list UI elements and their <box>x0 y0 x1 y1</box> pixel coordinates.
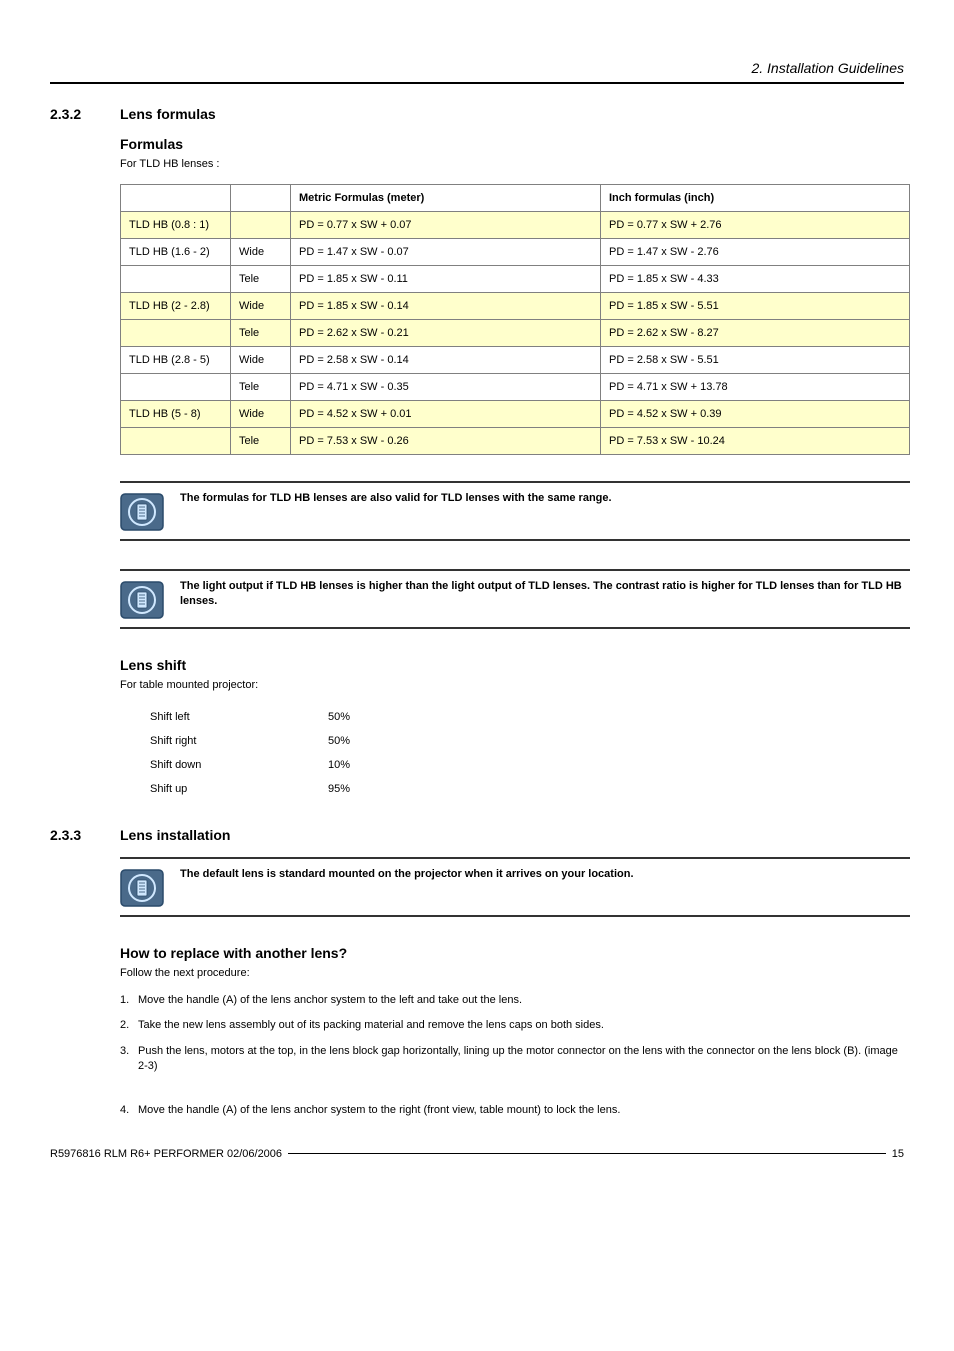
cell-metric: PD = 1.85 x SW - 0.11 <box>291 266 601 293</box>
cell-inch: PD = 7.53 x SW - 10.24 <box>601 428 910 455</box>
note-icon <box>120 869 164 907</box>
chapter-header: 2. Installation Guidelines <box>50 60 904 84</box>
table-row: TelePD = 1.85 x SW - 0.11PD = 1.85 x SW … <box>121 266 910 293</box>
cell-mode: Wide <box>231 401 291 428</box>
cell-lens <box>121 266 231 293</box>
cell-inch: PD = 1.85 x SW - 5.51 <box>601 293 910 320</box>
cell-mode <box>231 212 291 239</box>
footer-doc-id: R5976816 RLM R6+ PERFORMER 02/06/2006 <box>50 1148 288 1160</box>
cell-metric: PD = 2.58 x SW - 0.14 <box>291 347 601 374</box>
cell-metric: PD = 4.52 x SW + 0.01 <box>291 401 601 428</box>
cell-lens: TLD HB (0.8 : 1) <box>121 212 231 239</box>
cell-lens: TLD HB (2.8 - 5) <box>121 347 231 374</box>
shift-row: Shift left50% <box>140 705 360 729</box>
th-metric: Metric Formulas (meter) <box>291 185 601 212</box>
cell-mode: Wide <box>231 239 291 266</box>
shift-row: Shift down10% <box>140 753 360 777</box>
footer-page-number: 15 <box>886 1148 904 1160</box>
cell-metric: PD = 7.53 x SW - 0.26 <box>291 428 601 455</box>
cell-mode: Wide <box>231 347 291 374</box>
table-row: TLD HB (2.8 - 5)WidePD = 2.58 x SW - 0.1… <box>121 347 910 374</box>
cell-metric: PD = 0.77 x SW + 0.07 <box>291 212 601 239</box>
cell-inch: PD = 4.52 x SW + 0.39 <box>601 401 910 428</box>
cell-mode: Wide <box>231 293 291 320</box>
table-row: TLD HB (2 - 2.8)WidePD = 1.85 x SW - 0.1… <box>121 293 910 320</box>
cell-inch: PD = 4.71 x SW + 13.78 <box>601 374 910 401</box>
th-mode <box>231 185 291 212</box>
cell-lens <box>121 320 231 347</box>
cell-inch: PD = 0.77 x SW + 2.76 <box>601 212 910 239</box>
note-2-text: The light output if TLD HB lenses is hig… <box>180 579 910 610</box>
cell-mode: Tele <box>231 428 291 455</box>
th-inch: Inch formulas (inch) <box>601 185 910 212</box>
page-footer: R5976816 RLM R6+ PERFORMER 02/06/2006 15 <box>50 1148 904 1160</box>
table-row: TLD HB (0.8 : 1) PD = 0.77 x SW + 0.07PD … <box>121 212 910 239</box>
table-row: TelePD = 4.71 x SW - 0.35PD = 4.71 x SW … <box>121 374 910 401</box>
cell-mode: Tele <box>231 374 291 401</box>
shift-value: 50% <box>300 705 360 729</box>
shift-value: 95% <box>300 777 360 801</box>
th-lens <box>121 185 231 212</box>
cell-metric: PD = 2.62 x SW - 0.21 <box>291 320 601 347</box>
note-1-text: The formulas for TLD HB lenses are also … <box>180 491 910 506</box>
formulas-table: Metric Formulas (meter) Inch formulas (i… <box>120 184 910 455</box>
shift-label: Shift right <box>140 729 300 753</box>
footer-rule <box>288 1153 886 1154</box>
procedure-list: Move the handle (A) of the lens anchor s… <box>120 993 904 1118</box>
note-3: The default lens is standard mounted on … <box>120 857 910 917</box>
cell-lens <box>121 428 231 455</box>
formulas-intro: For TLD HB lenses : <box>120 158 904 170</box>
replace-heading: How to replace with another lens? <box>120 945 904 961</box>
table-row: TLD HB (1.6 - 2)WidePD = 1.47 x SW - 0.0… <box>121 239 910 266</box>
procedure-step: Move the handle (A) of the lens anchor s… <box>120 993 904 1008</box>
shift-value: 10% <box>300 753 360 777</box>
note-2: The light output if TLD HB lenses is hig… <box>120 569 910 629</box>
replace-intro: Follow the next procedure: <box>120 967 904 979</box>
table-header-row: Metric Formulas (meter) Inch formulas (i… <box>121 185 910 212</box>
shift-row: Shift up95% <box>140 777 360 801</box>
shift-value: 50% <box>300 729 360 753</box>
section-title: Lens installation <box>120 827 230 843</box>
cell-inch: PD = 1.85 x SW - 4.33 <box>601 266 910 293</box>
cell-metric: PD = 1.85 x SW - 0.14 <box>291 293 601 320</box>
shift-label: Shift down <box>140 753 300 777</box>
cell-inch: PD = 1.47 x SW - 2.76 <box>601 239 910 266</box>
shift-label: Shift up <box>140 777 300 801</box>
procedure-step: Move the handle (A) of the lens anchor s… <box>120 1103 904 1118</box>
section-2-3-3: 2.3.3 Lens installation <box>50 827 904 843</box>
cell-mode: Tele <box>231 266 291 293</box>
procedure-step: Take the new lens assembly out of its pa… <box>120 1018 904 1033</box>
cell-lens: TLD HB (2 - 2.8) <box>121 293 231 320</box>
table-row: TelePD = 7.53 x SW - 0.26PD = 7.53 x SW … <box>121 428 910 455</box>
section-number: 2.3.3 <box>50 827 120 843</box>
cell-lens: TLD HB (1.6 - 2) <box>121 239 231 266</box>
cell-metric: PD = 4.71 x SW - 0.35 <box>291 374 601 401</box>
section-title: Lens formulas <box>120 106 216 122</box>
note-1: The formulas for TLD HB lenses are also … <box>120 481 910 541</box>
cell-lens <box>121 374 231 401</box>
note-3-text: The default lens is standard mounted on … <box>180 867 910 882</box>
lensshift-heading: Lens shift <box>120 657 904 673</box>
lensshift-intro: For table mounted projector: <box>120 679 904 691</box>
note-icon <box>120 493 164 531</box>
formulas-heading: Formulas <box>120 136 904 152</box>
cell-metric: PD = 1.47 x SW - 0.07 <box>291 239 601 266</box>
section-number: 2.3.2 <box>50 106 120 122</box>
note-icon <box>120 581 164 619</box>
cell-inch: PD = 2.58 x SW - 5.51 <box>601 347 910 374</box>
cell-mode: Tele <box>231 320 291 347</box>
shift-label: Shift left <box>140 705 300 729</box>
cell-inch: PD = 2.62 x SW - 8.27 <box>601 320 910 347</box>
table-row: TelePD = 2.62 x SW - 0.21PD = 2.62 x SW … <box>121 320 910 347</box>
cell-lens: TLD HB (5 - 8) <box>121 401 231 428</box>
lensshift-table: Shift left50%Shift right50%Shift down10%… <box>140 705 360 801</box>
table-row: TLD HB (5 - 8)WidePD = 4.52 x SW + 0.01P… <box>121 401 910 428</box>
section-2-3-2: 2.3.2 Lens formulas <box>50 106 904 122</box>
shift-row: Shift right50% <box>140 729 360 753</box>
procedure-step: Push the lens, motors at the top, in the… <box>120 1044 904 1075</box>
